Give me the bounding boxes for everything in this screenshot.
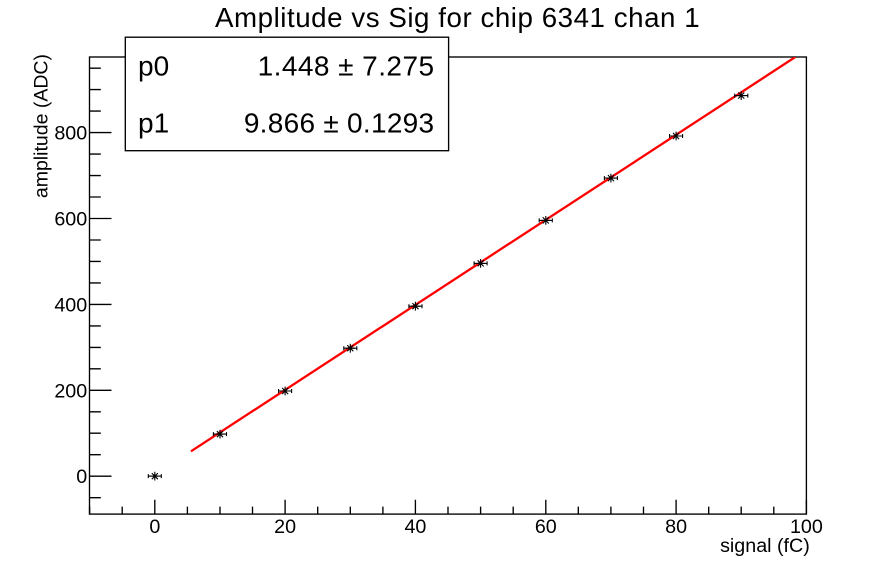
svg-text:p0: p0 bbox=[138, 51, 169, 82]
svg-text:amplitude (ADC): amplitude (ADC) bbox=[30, 54, 52, 198]
svg-text:80: 80 bbox=[665, 516, 687, 538]
svg-text:800: 800 bbox=[54, 123, 87, 145]
svg-text:9.866 ± 0.1293: 9.866 ± 0.1293 bbox=[244, 107, 435, 138]
svg-text:100: 100 bbox=[790, 516, 823, 538]
svg-text:signal (fC): signal (fC) bbox=[720, 535, 810, 557]
svg-text:p1: p1 bbox=[138, 107, 169, 138]
svg-text:Amplitude vs Sig for chip 6341: Amplitude vs Sig for chip 6341 chan 1 bbox=[215, 2, 700, 33]
svg-text:40: 40 bbox=[404, 516, 426, 538]
svg-text:60: 60 bbox=[535, 516, 557, 538]
svg-text:600: 600 bbox=[54, 209, 87, 231]
svg-text:200: 200 bbox=[54, 380, 87, 402]
svg-text:0: 0 bbox=[76, 466, 87, 488]
svg-text:20: 20 bbox=[274, 516, 296, 538]
svg-text:1.448 ± 7.275: 1.448 ± 7.275 bbox=[258, 51, 435, 82]
svg-text:0: 0 bbox=[149, 516, 160, 538]
svg-text:400: 400 bbox=[54, 294, 87, 316]
